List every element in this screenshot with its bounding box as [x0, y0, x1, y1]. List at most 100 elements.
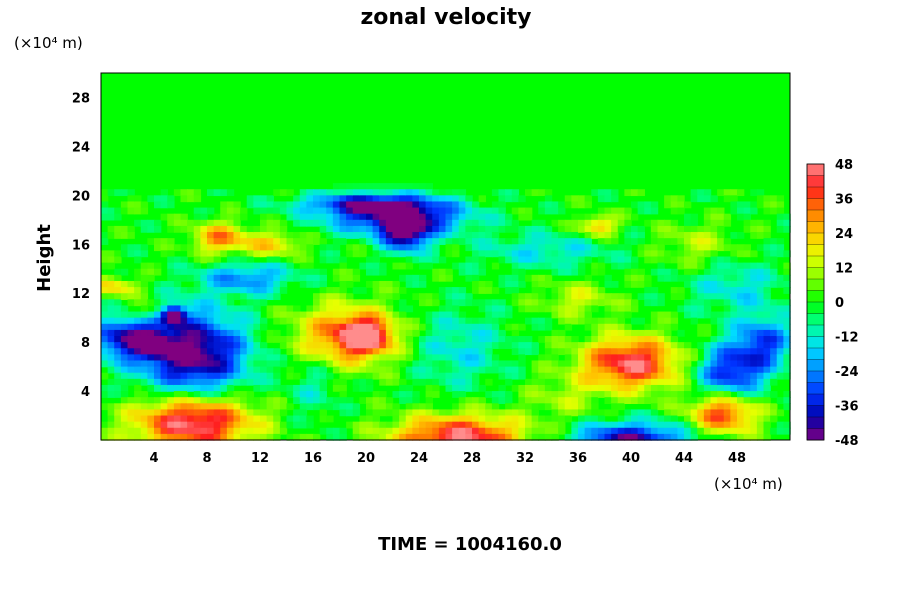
field-cell [531, 391, 539, 398]
field-cell [452, 189, 460, 197]
field-cell [783, 403, 791, 411]
field-cell [213, 342, 221, 349]
field-cell [538, 219, 546, 227]
field-cell [372, 348, 380, 356]
field-cell [213, 391, 221, 398]
field-cell [432, 348, 440, 356]
field-cell [538, 421, 546, 429]
field-cell [452, 195, 460, 203]
field-cell [597, 189, 606, 197]
field-cell [207, 372, 215, 380]
field-cell [737, 213, 745, 221]
field-cell [664, 317, 672, 325]
field-cell [756, 421, 765, 429]
field-cell [538, 397, 546, 404]
field-cell [173, 348, 182, 356]
field-cell [505, 305, 513, 313]
field-cell [458, 391, 467, 398]
field-cell [193, 250, 202, 258]
field-cell [525, 397, 533, 404]
field-cell [299, 342, 308, 349]
field-cell [650, 225, 659, 233]
field-cell [366, 280, 374, 288]
field-cell [743, 201, 751, 209]
field-cell [458, 329, 467, 337]
field-cell [346, 201, 354, 209]
field-cell [246, 293, 255, 301]
field-cell [624, 250, 632, 258]
field-cell [756, 299, 765, 307]
field-cell [399, 360, 407, 368]
field-cell [154, 323, 162, 331]
field-cell [299, 238, 308, 245]
field-cell [776, 409, 785, 417]
field-cell [670, 195, 679, 203]
field-cell [167, 323, 175, 331]
field-cell [399, 189, 407, 197]
field-cell [405, 189, 414, 197]
field-cell [233, 378, 241, 386]
field-cell [127, 378, 135, 386]
field-cell [684, 311, 692, 319]
field-cell [385, 189, 394, 197]
field-cell [551, 433, 559, 441]
field-cell [193, 238, 202, 245]
field-cell [737, 372, 745, 380]
field-cell [147, 225, 155, 233]
field-cell [339, 268, 347, 276]
field-cell [140, 280, 149, 288]
field-cell [359, 323, 367, 331]
field-cell [339, 256, 347, 264]
field-cell [399, 219, 407, 227]
field-cell [525, 317, 533, 325]
field-cell [631, 366, 639, 374]
field-cell [604, 384, 612, 392]
field-cell [193, 317, 202, 325]
field-cell [286, 323, 294, 331]
field-cell [737, 274, 745, 282]
x-tick-label: 4 [149, 451, 158, 466]
field-cell [379, 195, 387, 203]
field-cell [319, 244, 327, 252]
field-cell [200, 336, 208, 343]
field-cell [273, 348, 281, 356]
field-cell [763, 372, 771, 380]
field-cell [332, 268, 341, 276]
field-cell [478, 403, 486, 411]
field-cell [399, 232, 407, 239]
field-cell [233, 305, 241, 313]
field-cell [737, 293, 745, 301]
field-cell [485, 433, 493, 441]
field-cell [366, 366, 374, 374]
field-cell [127, 299, 135, 307]
field-cell [637, 336, 645, 343]
field-cell [293, 391, 301, 398]
field-cell [246, 409, 255, 417]
field-cell [551, 280, 559, 288]
field-cell [650, 256, 659, 264]
field-cell [445, 244, 453, 252]
field-cell [438, 329, 447, 337]
field-cell [730, 397, 738, 404]
field-cell [518, 403, 526, 411]
field-cell [366, 219, 374, 227]
field-cell [127, 342, 135, 349]
field-cell [293, 409, 301, 417]
field-cell [134, 207, 142, 215]
field-cell [187, 384, 195, 392]
field-cell [511, 366, 520, 374]
field-cell [187, 317, 195, 325]
field-cell [511, 274, 520, 282]
field-cell [293, 250, 301, 258]
field-cell [187, 219, 195, 227]
field-cell [750, 299, 758, 307]
field-cell [273, 238, 281, 245]
field-cell [571, 433, 579, 441]
field-cell [452, 201, 460, 209]
field-cell [419, 354, 427, 362]
field-cell [419, 219, 427, 227]
field-cell [299, 274, 308, 282]
field-cell [763, 274, 771, 282]
field-cell [591, 415, 599, 423]
field-cell [710, 415, 718, 423]
